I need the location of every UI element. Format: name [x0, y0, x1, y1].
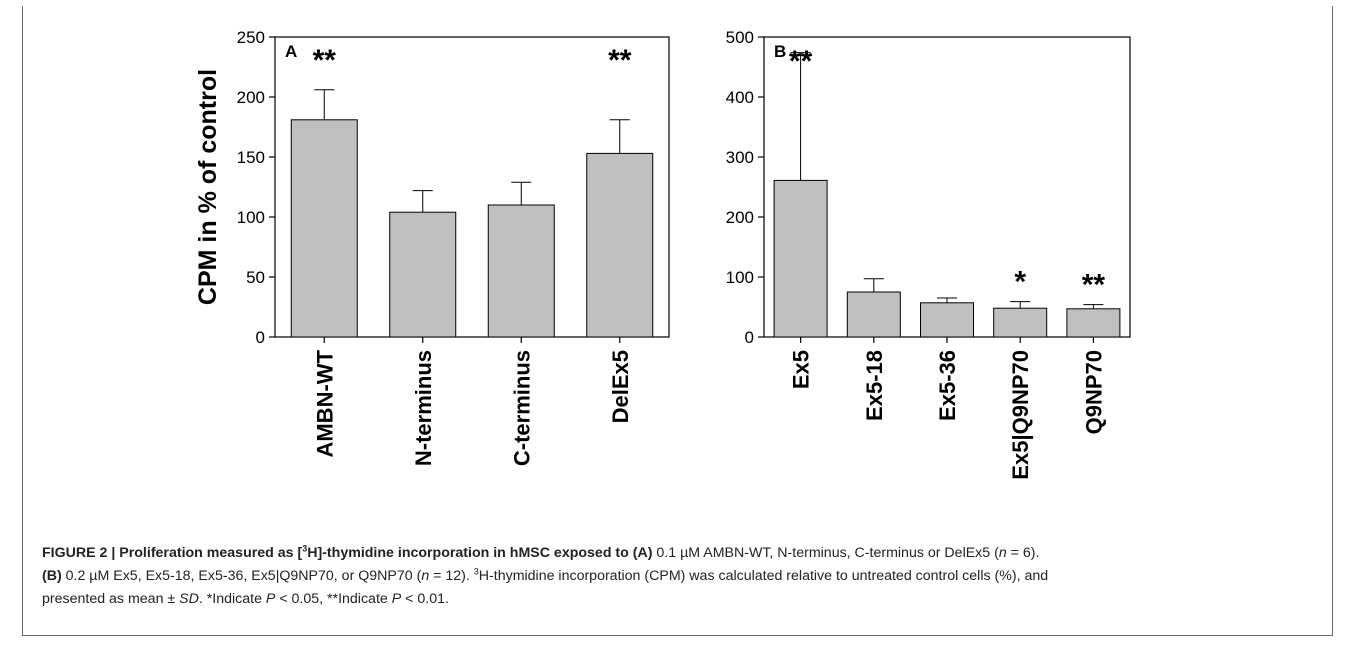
bar-Ex5-18	[846, 291, 901, 338]
caption-line-2: (B) 0.2 µM Ex5, Ex5-18, Ex5-36, Ex5|Q9NP…	[42, 566, 1049, 584]
y-tick-label: 500	[726, 28, 754, 47]
plot-frame-A	[274, 36, 670, 338]
y-tick-label: 150	[237, 148, 265, 167]
panel-label-B: B	[774, 42, 786, 61]
significance-marker: **	[789, 45, 813, 78]
y-tick-label: 0	[256, 328, 265, 347]
y-tick-label: 200	[237, 88, 265, 107]
x-tick-label: Ex5-36	[935, 350, 960, 421]
x-tick-label: N-terminus	[411, 350, 436, 466]
bar-N-terminus	[389, 211, 457, 338]
significance-marker: **	[608, 44, 632, 77]
x-tick-label: Q9NP70	[1081, 350, 1106, 434]
significance-marker: *	[1014, 266, 1026, 299]
figure-caption: FIGURE 2 | Proliferation measured as [3H…	[42, 542, 1314, 611]
y-axis-label: CPM in % of control	[194, 69, 222, 305]
x-tick-label: AMBN-WT	[312, 349, 337, 457]
significance-marker: **	[1082, 269, 1106, 302]
y-tick-label: 250	[237, 28, 265, 47]
y-tick-label: 0	[745, 328, 754, 347]
bar-C-terminus	[487, 204, 555, 338]
bar-Q9NP70	[1066, 308, 1121, 338]
y-tick-label: 50	[246, 268, 265, 287]
x-tick-label: Ex5|Q9NP70	[1008, 350, 1033, 480]
figure-frame	[22, 6, 1333, 636]
x-tick-label: C-terminus	[509, 350, 534, 466]
y-tick-label: 400	[726, 88, 754, 107]
bar-Ex5|Q9NP70	[993, 307, 1048, 338]
significance-marker: **	[313, 44, 337, 77]
bar-Ex5-36	[920, 302, 974, 338]
bar-AMBN-WT	[290, 119, 358, 338]
y-tick-label: 200	[726, 208, 754, 227]
bar-Ex5	[773, 179, 828, 338]
x-tick-label: Ex5-18	[862, 350, 887, 421]
y-tick-label: 300	[726, 148, 754, 167]
y-tick-label: 100	[237, 208, 265, 227]
bar-DelEx5	[586, 152, 654, 338]
y-tick-label: 100	[726, 268, 754, 287]
caption-line-3: presented as mean ± SD. *Indicate P < 0.…	[42, 591, 449, 607]
x-tick-label: Ex5	[789, 350, 814, 389]
panel-label-A: A	[285, 42, 297, 61]
x-tick-label: DelEx5	[608, 350, 633, 423]
figure-chart: 0 50 100 150 200 250 A CPM in % of control AMBN-…	[194, 28, 1131, 480]
caption-line-1: FIGURE 2 | Proliferation measured as [3H…	[42, 543, 1040, 561]
caption-title: FIGURE 2 | Proliferation measured as [3H…	[42, 543, 653, 561]
